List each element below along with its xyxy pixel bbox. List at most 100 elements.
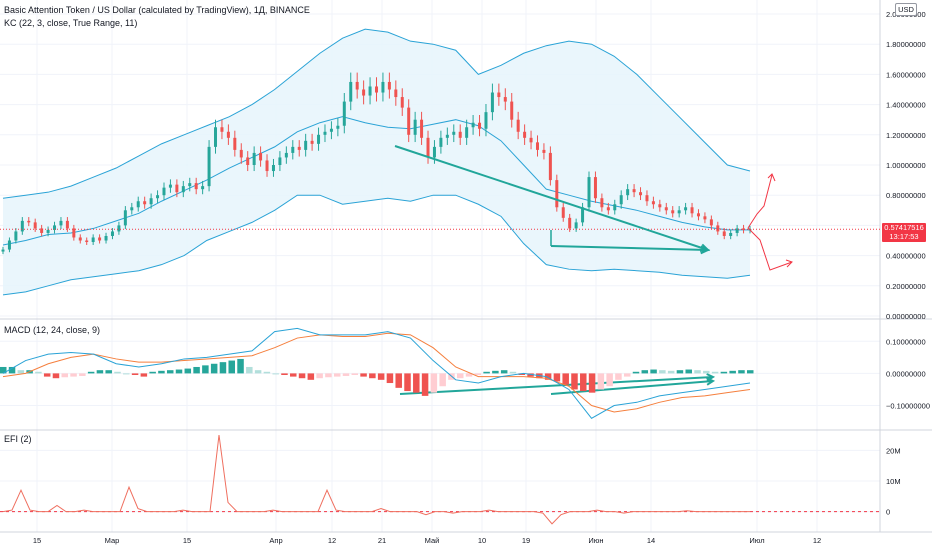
candle-body: [20, 220, 24, 232]
candle-body: [1, 249, 5, 252]
macd-legend[interactable]: MACD (12, 24, close, 9): [4, 325, 101, 335]
candle-body: [555, 180, 559, 208]
candle-body: [110, 231, 114, 236]
candle-body: [40, 228, 44, 233]
candle-body: [226, 131, 230, 138]
macd-histogram-bar: [404, 373, 411, 392]
currency-button[interactable]: USD: [895, 3, 917, 16]
price-tick-label: 1.00000000: [886, 161, 926, 170]
candle-body: [684, 207, 688, 211]
macd-histogram-bar: [747, 370, 754, 374]
macd-histogram-bar: [263, 371, 271, 374]
macd-histogram-bar: [105, 370, 112, 374]
candle-body: [439, 137, 443, 147]
candle-body: [432, 146, 436, 158]
macd-histogram-bar: [149, 371, 156, 374]
candle-body: [658, 204, 662, 208]
time-tick-label: 15: [183, 536, 191, 545]
candle-body: [651, 201, 655, 205]
candle-body: [117, 225, 121, 232]
candle-body: [696, 213, 700, 217]
candle-body: [323, 131, 327, 135]
macd-histogram-bar: [544, 373, 552, 380]
macd-histogram-bar: [333, 373, 341, 377]
candle-body: [265, 160, 269, 172]
macd-histogram-bar: [246, 366, 253, 374]
candle-body: [574, 222, 578, 229]
candle-body: [523, 131, 527, 138]
candle-body: [458, 131, 462, 138]
candle-body: [181, 186, 185, 193]
efi-tick-label: 10M: [886, 477, 901, 486]
candle-body: [420, 119, 424, 138]
kc-legend[interactable]: KC (22, 3, close, True Range, 11): [4, 18, 138, 28]
candle-body: [645, 195, 649, 202]
efi-tick-label: 0: [886, 508, 890, 517]
candle-body: [59, 220, 63, 226]
macd-histogram-bar: [290, 373, 297, 377]
trend-arrows[interactable]: [394, 145, 793, 395]
candle-body: [349, 81, 353, 102]
candle-body: [387, 81, 391, 90]
time-tick-label: Май: [425, 536, 440, 545]
macd-histogram-bar: [711, 371, 719, 374]
macd-histogram-bar: [114, 371, 121, 374]
projection-up-head: [767, 173, 776, 182]
macd-histogram-bar: [70, 373, 77, 377]
kc-band-fill: [3, 29, 750, 295]
candle-body: [722, 231, 726, 236]
candle-body: [407, 107, 411, 135]
candle-body: [613, 204, 617, 211]
macd-histogram-bar: [729, 370, 736, 374]
price-tick-label: 0.20000000: [886, 282, 926, 291]
last-price-value: 0.57417516: [884, 223, 924, 232]
candle-body: [510, 101, 514, 120]
price-tick-label: 0.80000000: [886, 191, 926, 200]
candle-body: [677, 210, 681, 214]
macd-histogram-bar: [131, 373, 139, 375]
candle-body: [632, 189, 636, 193]
candle-body: [271, 165, 275, 172]
candle-body: [484, 112, 488, 129]
candle-body: [626, 189, 630, 196]
candle-body: [291, 146, 295, 153]
candle-body: [149, 198, 153, 205]
efi-legend[interactable]: EFI (2): [4, 434, 32, 444]
candle-body: [162, 187, 166, 196]
time-tick-label: Мар: [105, 536, 120, 545]
macd-histogram-bar: [641, 370, 649, 374]
macd-histogram-bar: [272, 373, 279, 375]
macd-trend-arrow: [399, 376, 714, 395]
macd-histogram-bar: [17, 370, 25, 374]
macd-histogram-bar: [228, 360, 235, 374]
candle-body: [246, 157, 250, 165]
candle-body: [394, 89, 398, 98]
macd-histogram-bar: [632, 371, 640, 374]
price-tick-label: 0.40000000: [886, 252, 926, 261]
time-tick-label: 15: [33, 536, 41, 545]
kc-upper-band: [2, 28, 751, 199]
candle-body: [188, 183, 192, 187]
candle-body: [548, 152, 552, 181]
candle-body: [336, 125, 340, 129]
candle-body: [91, 237, 95, 243]
macd-histogram-bar: [342, 373, 350, 376]
macd-histogram-bar: [254, 370, 262, 374]
macd-histogram-bar: [351, 373, 359, 375]
candle-body: [297, 146, 301, 150]
candle-body: [104, 235, 108, 241]
candle-body: [471, 122, 475, 128]
candle-body: [27, 220, 31, 223]
time-tick-label: 10: [478, 536, 486, 545]
macd-histogram-bar: [193, 366, 200, 374]
macd-line: [2, 327, 751, 420]
candle-body: [278, 157, 282, 165]
candle-body: [516, 119, 520, 132]
macd-signal-line: [2, 332, 751, 413]
time-tick-label: Апр: [269, 536, 282, 545]
macd-histogram-bar: [140, 373, 148, 377]
macd-histogram-bar: [465, 373, 473, 377]
macd-histogram-bar: [123, 373, 130, 375]
candle-body: [445, 134, 449, 138]
